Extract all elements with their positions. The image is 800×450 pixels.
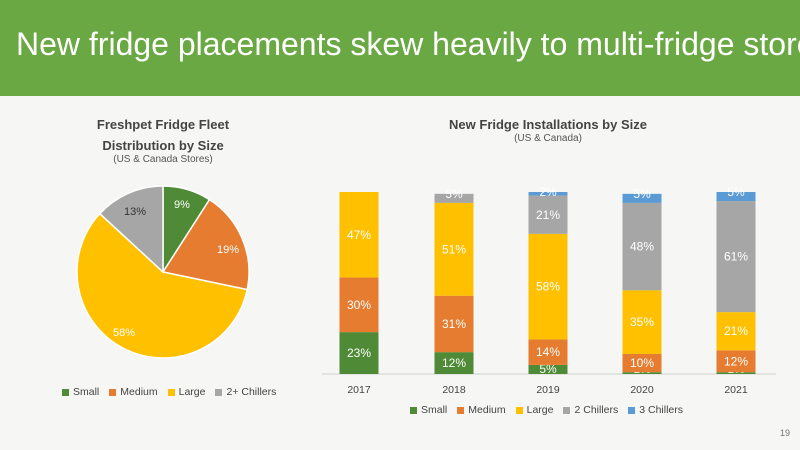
legend-swatch xyxy=(167,388,175,396)
bar-data-label: 12% xyxy=(724,354,748,368)
bar-subtitle: (US & Canada) xyxy=(514,133,582,144)
bar-segment-small xyxy=(528,364,568,374)
bar-segment-small xyxy=(434,352,474,374)
bar-legend-item: Large xyxy=(515,404,554,416)
pie-legend-item: Small xyxy=(62,386,99,398)
pie-title-line1: Freshpet Fridge Fleet xyxy=(96,117,230,132)
legend-label: 2 Chillers xyxy=(574,404,619,416)
bar-data-label: 5% xyxy=(727,185,745,199)
bar-data-label: 21% xyxy=(536,208,560,222)
bar-data-label: 51% xyxy=(442,242,466,256)
bar-segment-large xyxy=(434,202,474,296)
bar-segment-3-chillers xyxy=(716,192,756,202)
bar-segment-large xyxy=(339,192,379,278)
bar-segment-small xyxy=(622,372,662,374)
bar-segment-small xyxy=(339,332,379,374)
bar-data-label: 47% xyxy=(347,228,371,242)
bar-data-label: 58% xyxy=(536,280,560,294)
pie-legend: Small Medium Large 2+ Chillers xyxy=(62,386,286,399)
pie-data-label: 58% xyxy=(113,327,135,339)
bar-data-label: 48% xyxy=(630,240,654,254)
legend-swatch xyxy=(515,406,523,414)
page-number: 19 xyxy=(779,428,790,438)
legend-label: Medium xyxy=(468,404,506,416)
legend-label: Small xyxy=(73,386,100,398)
bar-title: New Fridge Installations by Size xyxy=(449,117,647,132)
x-tick-label: 2017 xyxy=(347,384,371,396)
bar-segment-medium xyxy=(339,277,379,333)
bar-segment-medium xyxy=(716,350,756,373)
bar-data-label: 21% xyxy=(724,324,748,338)
bar-legend-item: Medium xyxy=(457,404,506,416)
x-tick-label: 2021 xyxy=(724,384,748,396)
bar-data-label: 30% xyxy=(347,298,371,312)
title-banner: New fridge placements skew heavily to mu… xyxy=(0,0,800,96)
bar-segment-medium xyxy=(434,295,474,353)
legend-swatch xyxy=(628,406,636,414)
pie-legend-item: Medium xyxy=(109,386,158,398)
bar-data-label: 61% xyxy=(724,250,748,264)
bar-data-label: 14% xyxy=(536,345,560,359)
bar-segment-3-chillers xyxy=(528,192,568,196)
pie-subtitle: (US & Canada Stores) xyxy=(113,154,213,165)
legend-swatch xyxy=(62,388,69,396)
legend-label: Small xyxy=(421,404,448,416)
page-title: New fridge placements skew heavily to mu… xyxy=(16,26,800,62)
bar-data-label: 5% xyxy=(539,362,557,376)
bar-segment-2-chillers xyxy=(528,195,568,234)
pie-data-label: 9% xyxy=(174,199,190,211)
bar-data-label: 12% xyxy=(442,356,466,370)
bar-data-label: 5% xyxy=(633,187,651,201)
pie-title: Freshpet Fridge Fleet Distribution by Si… xyxy=(60,114,266,156)
bar-segment-3-chillers xyxy=(622,193,662,203)
x-tick-label: 2020 xyxy=(630,384,654,396)
bar-segment-medium xyxy=(528,339,568,365)
bar-legend: Small Medium Large 2 Chillers 3 Chillers xyxy=(410,404,693,417)
bar-segment-2-chillers xyxy=(622,202,662,291)
legend-swatch xyxy=(109,388,117,396)
legend-label: 2+ Chillers xyxy=(226,386,277,398)
legend-label: 3 Chillers xyxy=(639,404,684,416)
bar-segment-2-chillers xyxy=(434,193,474,203)
legend-swatch xyxy=(563,406,571,414)
bar-segment-small xyxy=(716,372,756,374)
bar-segment-large xyxy=(622,290,662,354)
legend-label: Large xyxy=(178,386,206,398)
pie-legend-item: Large xyxy=(167,386,206,398)
legend-swatch xyxy=(457,406,465,414)
bar-segment-2-chillers xyxy=(716,201,756,313)
bar-segment-large xyxy=(716,312,756,351)
legend-swatch xyxy=(410,406,417,414)
bar-legend-item: 2 Chillers xyxy=(563,404,618,416)
pie-slice-large xyxy=(76,212,249,359)
bar-data-label: 31% xyxy=(442,317,466,331)
legend-swatch xyxy=(215,388,223,396)
pie-slice-medium xyxy=(161,198,250,291)
bar-data-label: 2% xyxy=(539,185,557,199)
bar-segment-medium xyxy=(622,353,662,373)
bar-segment-large xyxy=(528,233,568,340)
legend-label: Medium xyxy=(120,386,158,398)
bar-legend-item: Small xyxy=(410,404,447,416)
bar-legend-item: 3 Chillers xyxy=(628,404,683,416)
pie-legend-item: 2+ Chillers xyxy=(215,386,276,398)
bar-data-label: 5% xyxy=(445,187,463,201)
pie-data-label: 13% xyxy=(124,206,146,218)
x-tick-label: 2019 xyxy=(536,384,560,396)
legend-label: Large xyxy=(526,404,554,416)
pie-slice-2-chillers xyxy=(98,185,164,274)
pie-data-label: 19% xyxy=(217,244,239,256)
bar-data-label: 10% xyxy=(630,356,654,370)
bar-data-label: 35% xyxy=(630,315,654,329)
pie-title-line2: Distribution by Size xyxy=(102,138,224,153)
bar-data-label: 23% xyxy=(347,346,371,360)
x-tick-label: 2018 xyxy=(442,384,466,396)
